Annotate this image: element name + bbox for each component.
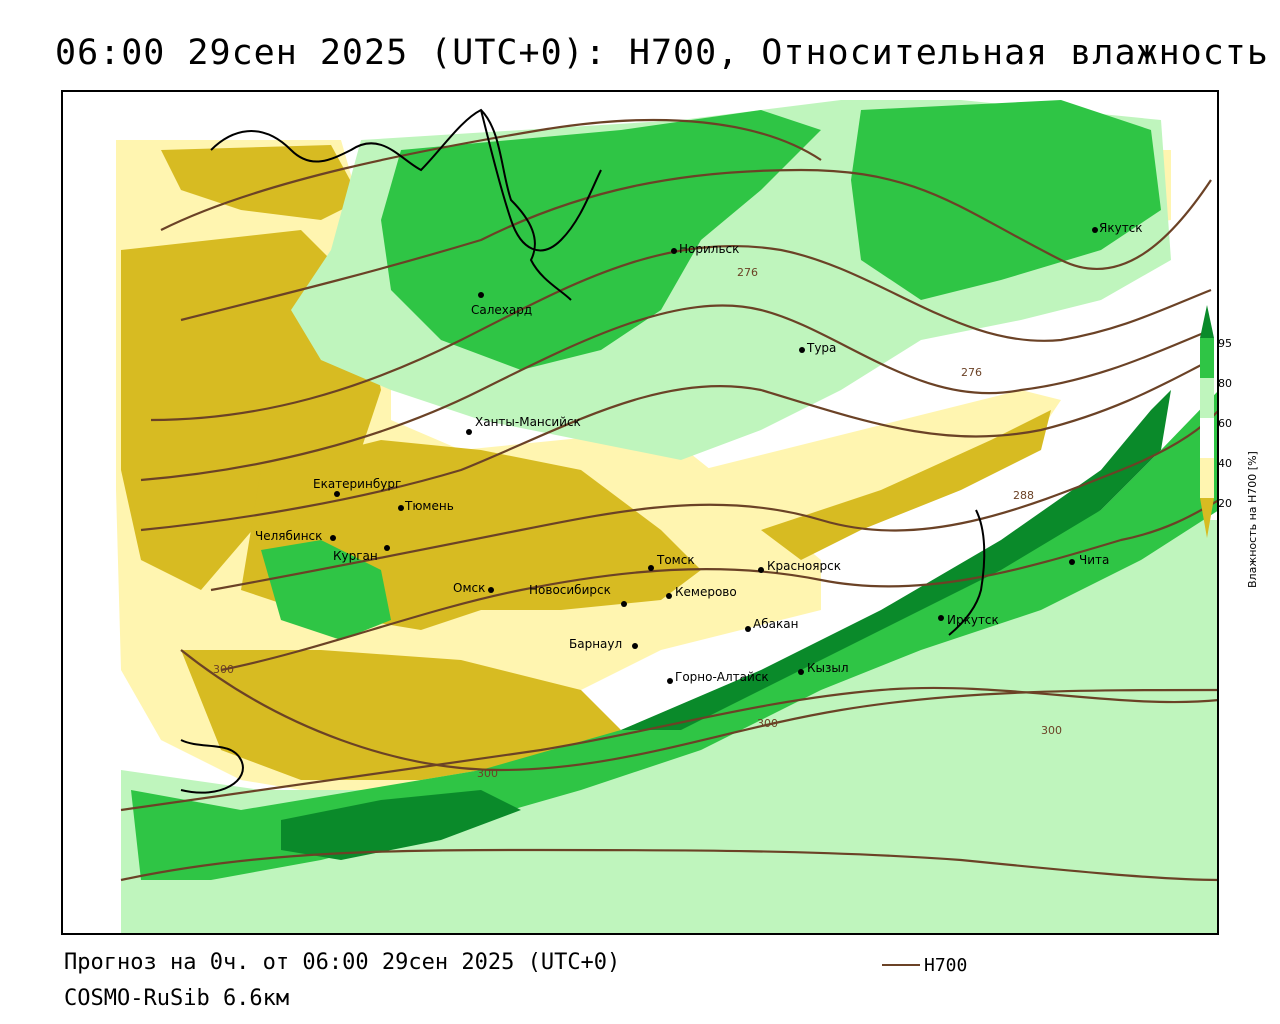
city-dot bbox=[632, 643, 638, 649]
city-label: Барнаул bbox=[569, 637, 622, 651]
h700-contours bbox=[120, 118, 1219, 882]
forecast-text: Прогноз на 0ч. от 06:00 29сен 2025 (UTC+… bbox=[64, 950, 621, 975]
map-title: 06:00 29сен 2025 (UTC+0): H700, Относите… bbox=[55, 33, 1269, 73]
map-frame bbox=[61, 90, 1219, 935]
contour-label: 300 bbox=[213, 663, 234, 676]
city-label: Тюмень bbox=[404, 499, 454, 513]
city-label: Ханты-Мансийск bbox=[475, 415, 581, 429]
contour-label: 300 bbox=[1041, 724, 1062, 737]
colorbar-tick: 60 bbox=[1218, 417, 1232, 430]
city-label: Новосибирск bbox=[529, 583, 611, 597]
colorbar: 95 80 60 40 20 Влажность на H700 [%] bbox=[1200, 305, 1259, 588]
model-name: COSMO-RuSib 6.6км bbox=[64, 986, 290, 1011]
city-dot bbox=[330, 535, 336, 541]
contour-line bbox=[120, 686, 1219, 812]
city-label: Кызыл bbox=[807, 661, 849, 675]
city-label: Норильск bbox=[679, 242, 739, 256]
city-dot bbox=[798, 669, 804, 675]
city-label: Горно-Алтайск bbox=[675, 670, 769, 684]
coastline-baikal bbox=[948, 509, 986, 636]
city-dot bbox=[398, 505, 404, 511]
coastline-yamal bbox=[480, 109, 602, 252]
city-markers: Норильск Якутск Салехард Тура Ханты-Манс… bbox=[255, 221, 1143, 684]
city-dot bbox=[478, 292, 484, 298]
wet-band-south bbox=[131, 390, 1219, 880]
colorbar-bottom-arrow bbox=[1200, 498, 1214, 538]
city-dot bbox=[758, 567, 764, 573]
contour-label: 300 bbox=[757, 717, 778, 730]
city-label: Кемерово bbox=[675, 585, 737, 599]
legend-label: H700 bbox=[924, 955, 968, 976]
city-dot bbox=[938, 615, 944, 621]
contour-line bbox=[140, 304, 1212, 482]
very-dry-band-south bbox=[181, 650, 621, 780]
contour-line bbox=[150, 245, 1212, 422]
city-label: Челябинск bbox=[255, 529, 322, 543]
city-label: Абакан bbox=[753, 617, 798, 631]
coastline-caspian bbox=[180, 739, 244, 794]
city-dot bbox=[667, 678, 673, 684]
city-dot bbox=[384, 545, 390, 551]
saturated-patch-southwest bbox=[281, 790, 521, 860]
colorbar-tick: 20 bbox=[1218, 497, 1232, 510]
contour-line bbox=[180, 168, 1212, 322]
city-label: Томск bbox=[656, 553, 695, 567]
wet-patch-west bbox=[261, 540, 391, 640]
city-dot bbox=[1069, 559, 1075, 565]
city-dot bbox=[648, 565, 654, 571]
city-label: Якутск bbox=[1099, 221, 1143, 235]
city-label: Омск bbox=[453, 581, 485, 595]
wet-zone-northeast bbox=[851, 100, 1161, 300]
contour-label: 288 bbox=[1013, 489, 1034, 502]
city-label: Салехард bbox=[471, 303, 532, 317]
colorbar-segment-80-95 bbox=[1200, 338, 1214, 378]
colorbar-top-arrow bbox=[1200, 305, 1214, 338]
contour-label: 276 bbox=[961, 366, 982, 379]
city-dot bbox=[799, 347, 805, 353]
contour-label: 276 bbox=[737, 266, 758, 279]
contour-line bbox=[120, 848, 1219, 882]
city-dot bbox=[621, 601, 627, 607]
city-dot bbox=[488, 587, 494, 593]
city-label: Красноярск bbox=[767, 559, 841, 573]
colorbar-tick: 40 bbox=[1218, 457, 1232, 470]
city-label: Чита bbox=[1079, 553, 1109, 567]
contour-line bbox=[140, 359, 1212, 532]
colorbar-tick: 80 bbox=[1218, 377, 1232, 390]
city-dot bbox=[666, 593, 672, 599]
city-dot bbox=[334, 491, 340, 497]
contour-line bbox=[210, 409, 1219, 592]
colorbar-segment-60-80 bbox=[1200, 378, 1214, 418]
colorbar-tick: 95 bbox=[1218, 337, 1232, 350]
city-dot bbox=[671, 248, 677, 254]
colorbar-label: Влажность на H700 [%] bbox=[1246, 451, 1259, 588]
city-dot bbox=[1092, 227, 1098, 233]
contour-line bbox=[160, 118, 822, 231]
humidity-map: 276 276 288 300 300 300 300 Норильск Яку… bbox=[61, 90, 1219, 935]
city-label: Иркутск bbox=[947, 613, 999, 627]
city-label: Тура bbox=[806, 341, 836, 355]
city-dot bbox=[466, 429, 472, 435]
contour-line bbox=[220, 499, 1219, 672]
coastline-arctic bbox=[210, 108, 572, 301]
colorbar-segment-40-60 bbox=[1200, 418, 1214, 458]
city-label: Курган bbox=[333, 549, 378, 563]
legend-line-swatch bbox=[882, 964, 920, 966]
very-dry-north bbox=[161, 145, 361, 220]
city-label: Екатеринбург bbox=[313, 477, 401, 491]
colorbar-segment-20-40 bbox=[1200, 458, 1214, 498]
coastline bbox=[180, 108, 986, 794]
city-dot bbox=[745, 626, 751, 632]
contour-label: 300 bbox=[477, 767, 498, 780]
